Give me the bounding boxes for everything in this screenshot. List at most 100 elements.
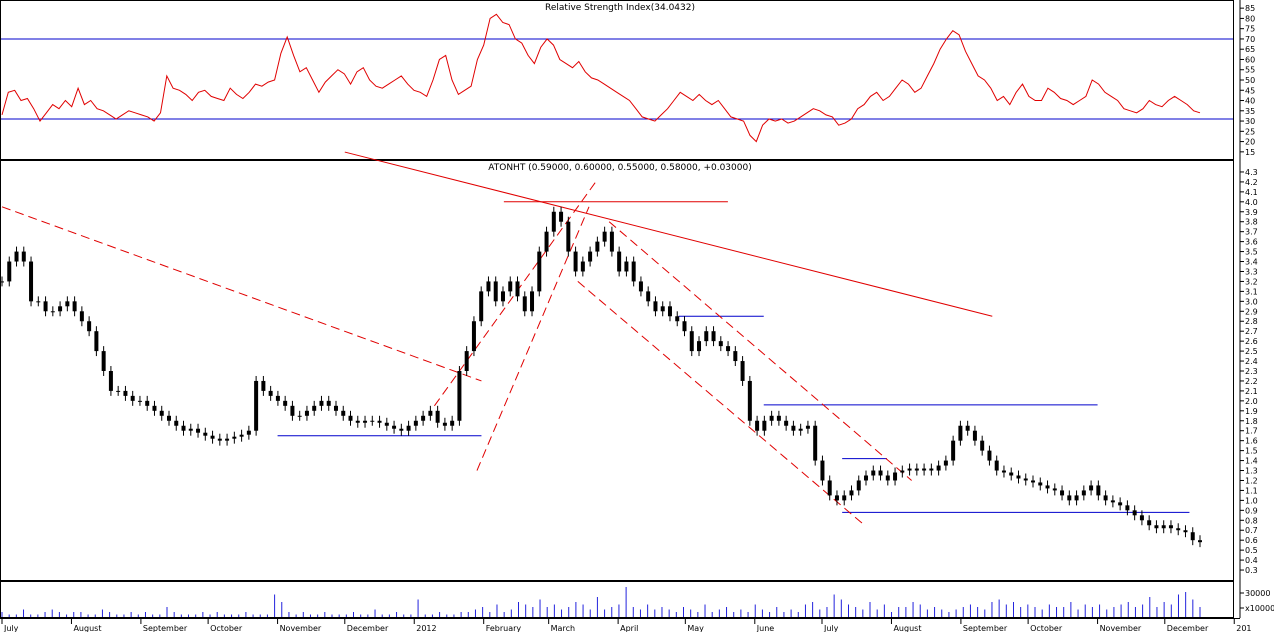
price-tick-label: 1.7: [1245, 427, 1258, 436]
price-bar-body: [987, 450, 992, 461]
price-bar-body: [994, 460, 999, 471]
price-bar-body: [79, 311, 84, 322]
price-bar-body: [87, 321, 92, 332]
price-bar-body: [1096, 485, 1101, 496]
price-tick-label: 1.6: [1245, 437, 1258, 446]
rsi-panel-frame: [0, 0, 1234, 160]
price-tick-label: 0.3: [1245, 566, 1258, 575]
price-bar-body: [776, 415, 781, 421]
price-bar-body: [457, 371, 462, 421]
price-bar-body: [210, 435, 215, 439]
price-bar-body: [1176, 528, 1181, 531]
price-bar-body: [972, 430, 977, 441]
price-bar-body: [152, 405, 157, 411]
price-bar-body: [428, 410, 433, 416]
price-bar-body: [442, 422, 447, 426]
rsi-tick-label: 85: [1245, 4, 1255, 13]
price-tick-label: 2.9: [1245, 307, 1258, 316]
x-axis: July August September October November Decemb…: [0, 618, 1252, 632]
rsi-tick-label: 15: [1245, 148, 1255, 157]
price-tick-label: 4.2: [1245, 178, 1258, 187]
price-bar-body: [1168, 525, 1173, 529]
price-bar-body: [1139, 515, 1144, 521]
price-bar-body: [726, 346, 731, 352]
price-bar-body: [849, 490, 854, 496]
price-bar-body: [297, 415, 302, 417]
price-bar-body: [813, 425, 818, 461]
price-bar-body: [537, 251, 542, 292]
rsi-tick-label: 45: [1245, 86, 1255, 95]
price-bar-body: [304, 410, 309, 416]
price-tick-label: 2.2: [1245, 377, 1258, 386]
price-bar-body: [1103, 495, 1108, 501]
price-bar-body: [319, 400, 324, 406]
price-bar-body: [370, 420, 375, 422]
price-bar-body: [595, 241, 600, 252]
price-bar-body: [1161, 525, 1166, 529]
price-tick-label: 1.9: [1245, 407, 1258, 416]
price-bar-body: [290, 405, 295, 416]
price-tick-label: 1.0: [1245, 496, 1258, 505]
price-bar-body: [413, 420, 418, 426]
price-bar-body: [602, 231, 607, 242]
x-tick-label: 2012: [416, 624, 436, 632]
price-bar-body: [174, 420, 179, 426]
price-bar-body: [1060, 490, 1065, 496]
price-bar-body: [1045, 485, 1050, 489]
price-trend-line: [577, 281, 865, 526]
price-bar-body: [755, 420, 760, 431]
price-bar-body: [646, 291, 651, 302]
price-bar-body: [660, 306, 665, 312]
price-tick-label: 3.0: [1245, 297, 1258, 306]
price-bar-body: [14, 251, 19, 262]
rsi-line: [1, 13, 1201, 143]
price-tick-label: 0.7: [1245, 526, 1258, 535]
x-tick-label: September: [963, 624, 1008, 632]
price-bar-body: [50, 311, 55, 313]
price-bar-body: [914, 468, 919, 471]
price-bar-body: [232, 436, 237, 439]
price-bar-body: [566, 221, 571, 252]
price-bar-body: [1125, 505, 1130, 511]
price-bar-body: [929, 468, 934, 471]
price-bar-body: [1052, 488, 1057, 491]
price-bar-body: [392, 425, 397, 429]
price-bar-body: [486, 281, 491, 292]
price-bar-body: [355, 420, 360, 423]
x-tick-label: October: [210, 624, 243, 632]
price-bar-body: [573, 251, 578, 272]
price-bar-body: [1038, 482, 1043, 486]
price-trend-lines: [1, 151, 993, 526]
price-tick-label: 3.8: [1245, 218, 1258, 227]
x-tick-label: May: [687, 624, 704, 632]
price-bar-body: [653, 301, 658, 312]
price-bar-body: [326, 400, 331, 406]
price-bar-body: [500, 291, 505, 302]
rsi-tick-label: 20: [1245, 138, 1255, 147]
rsi-title: Relative Strength Index(34.0432): [545, 3, 695, 13]
price-bar-body: [1009, 472, 1014, 476]
x-tick-label: September: [143, 624, 188, 632]
price-bar-body: [980, 440, 985, 451]
price-bar-body: [791, 425, 796, 431]
price-tick-label: 2.6: [1245, 337, 1258, 346]
rsi-tick-label: 60: [1245, 55, 1255, 64]
price-tick-label: 0.9: [1245, 506, 1258, 515]
price-bar-body: [312, 405, 317, 411]
price-tick-label: 2.5: [1245, 347, 1258, 356]
rsi-tick-label: 55: [1245, 66, 1255, 75]
price-tick-label: 0.8: [1245, 516, 1258, 525]
price-tick-label: 1.4: [1245, 457, 1258, 466]
price-tick-label: 4.0: [1245, 198, 1258, 207]
price-tick-label: 2.0: [1245, 397, 1258, 406]
price-tick-label: 3.9: [1245, 208, 1258, 217]
price-bar-body: [203, 432, 208, 436]
price-tick-label: 3.6: [1245, 238, 1258, 247]
price-tick-label: 1.5: [1245, 447, 1258, 456]
x-tick-label: August: [73, 624, 101, 632]
price-bar-body: [530, 291, 535, 312]
price-bar-body: [762, 420, 767, 431]
x-tick-label: July: [3, 624, 19, 632]
